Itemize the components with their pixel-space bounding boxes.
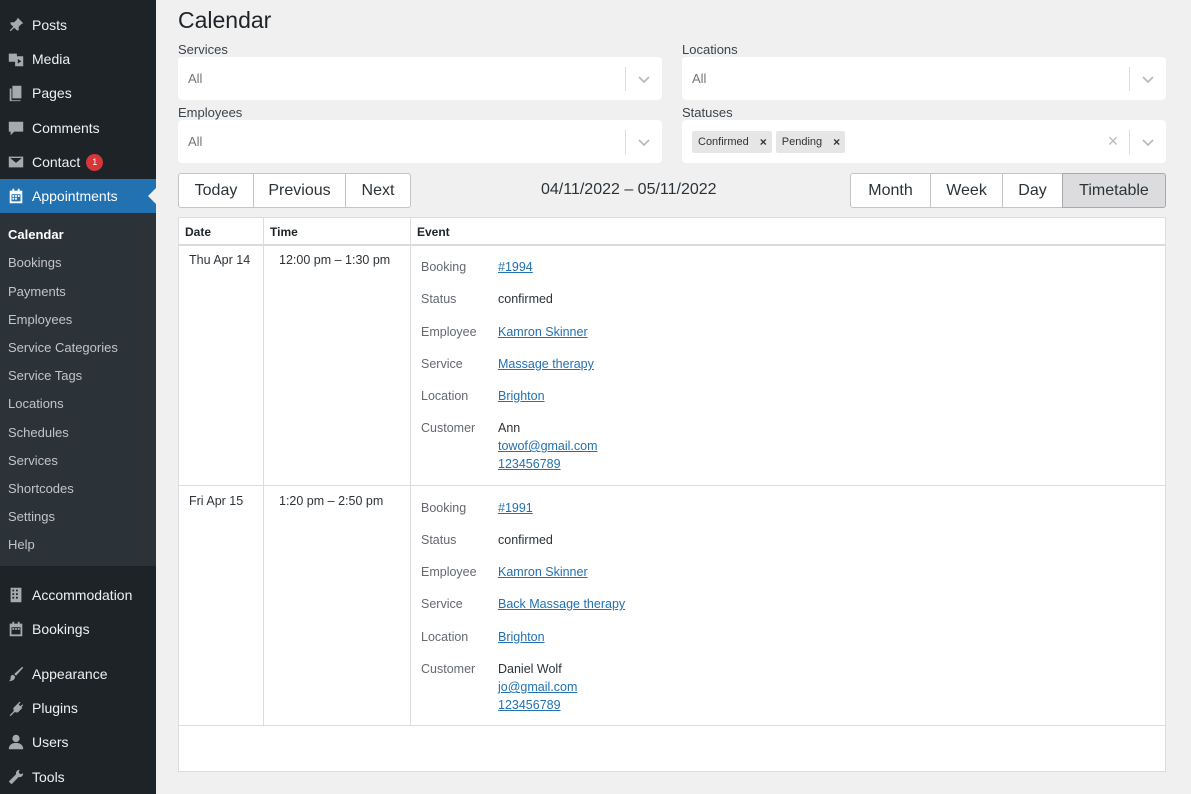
- today-button[interactable]: Today: [178, 173, 254, 208]
- submenu-payments[interactable]: Payments: [8, 284, 66, 299]
- submenu-schedules[interactable]: Schedules: [8, 425, 69, 440]
- statuses-filter-label: Statuses: [682, 105, 733, 120]
- comment-icon: [0, 119, 32, 137]
- customer-phone-link[interactable]: 123456789: [498, 698, 561, 712]
- view-buttons: Month Week Day Timetable: [850, 173, 1166, 208]
- admin-sidebar: Posts Media Pages Comments Contact 1 App…: [0, 0, 156, 794]
- status-value: confirmed: [498, 292, 553, 306]
- menu-plugins[interactable]: Plugins: [0, 691, 156, 725]
- employee-link[interactable]: Kamron Skinner: [498, 565, 588, 579]
- column-header-date: Date: [185, 225, 212, 239]
- menu-users[interactable]: Users: [0, 725, 156, 759]
- calendar-icon: [0, 620, 32, 638]
- statuses-select[interactable]: Confirmed × Pending × ×: [682, 120, 1166, 163]
- menu-contact[interactable]: Contact 1: [0, 145, 156, 179]
- submenu-locations[interactable]: Locations: [8, 396, 64, 411]
- menu-tools[interactable]: Tools: [0, 760, 156, 794]
- column-header-event: Event: [417, 225, 450, 239]
- menu-media[interactable]: Media: [0, 42, 156, 76]
- chevron-down-icon[interactable]: [1130, 72, 1166, 86]
- appointments-submenu: Calendar Bookings Payments Employees Ser…: [0, 213, 156, 566]
- location-link[interactable]: Brighton: [498, 630, 545, 644]
- locations-filter-label: Locations: [682, 42, 738, 57]
- remove-chip-icon[interactable]: ×: [759, 134, 767, 149]
- clear-icon[interactable]: ×: [1107, 131, 1119, 151]
- row-time: 1:20 pm – 2:50 pm: [279, 494, 384, 508]
- menu-appointments[interactable]: Appointments: [0, 179, 156, 213]
- column-header-time: Time: [270, 225, 298, 239]
- menu-comments[interactable]: Comments: [0, 111, 156, 145]
- submenu-services[interactable]: Services: [8, 453, 58, 468]
- wrench-icon: [0, 768, 32, 786]
- location-link[interactable]: Brighton: [498, 389, 545, 403]
- week-view-button[interactable]: Week: [930, 173, 1003, 208]
- employees-filter-label: Employees: [178, 105, 243, 120]
- navigation-buttons: Today Previous Next: [178, 173, 411, 208]
- booking-link[interactable]: #1991: [498, 501, 533, 515]
- submenu-shortcodes[interactable]: Shortcodes: [8, 481, 74, 496]
- month-view-button[interactable]: Month: [850, 173, 931, 208]
- locations-select[interactable]: All: [682, 57, 1166, 100]
- service-link[interactable]: Back Massage therapy: [498, 597, 626, 611]
- submenu-calendar[interactable]: Calendar: [8, 227, 64, 242]
- status-chip: Pending ×: [775, 130, 846, 153]
- media-icon: [0, 50, 32, 68]
- status-value: confirmed: [498, 533, 553, 547]
- submenu-employees[interactable]: Employees: [8, 312, 73, 327]
- remove-chip-icon[interactable]: ×: [833, 134, 841, 149]
- status-chip: Confirmed ×: [692, 130, 772, 153]
- menu-appearance[interactable]: Appearance: [0, 657, 156, 691]
- submenu-service-categories[interactable]: Service Categories: [8, 340, 118, 355]
- date-range: 04/11/2022 – 05/11/2022: [541, 181, 717, 198]
- brush-icon: [0, 665, 32, 683]
- submenu-settings[interactable]: Settings: [8, 509, 55, 524]
- services-filter-label: Services: [178, 42, 228, 57]
- menu-posts[interactable]: Posts: [0, 8, 156, 42]
- employees-select[interactable]: All: [178, 120, 662, 163]
- submenu-help[interactable]: Help: [8, 537, 35, 552]
- submenu-bookings[interactable]: Bookings: [8, 255, 62, 270]
- chevron-down-icon[interactable]: [1130, 135, 1166, 149]
- employee-link[interactable]: Kamron Skinner: [498, 325, 588, 339]
- timetable-view-button[interactable]: Timetable: [1062, 173, 1166, 208]
- submenu-service-tags[interactable]: Service Tags: [8, 368, 83, 383]
- row-time: 12:00 pm – 1:30 pm: [279, 253, 391, 267]
- next-button[interactable]: Next: [345, 173, 411, 208]
- customer-email-link[interactable]: jo@gmail.com: [498, 680, 578, 694]
- menu-pages[interactable]: Pages: [0, 76, 156, 110]
- customer-name: Ann: [498, 421, 521, 435]
- customer-name: Daniel Wolf: [498, 662, 562, 676]
- menu-bookings[interactable]: Bookings: [0, 612, 156, 646]
- page-title: Calendar: [178, 7, 272, 33]
- row-date: Thu Apr 14: [189, 253, 251, 267]
- chevron-down-icon[interactable]: [626, 135, 662, 149]
- chevron-down-icon[interactable]: [626, 72, 662, 86]
- notification-badge: 1: [86, 153, 104, 171]
- menu-accommodation[interactable]: Accommodation: [0, 578, 156, 612]
- pin-icon: [0, 16, 32, 34]
- row-date: Fri Apr 15: [189, 494, 244, 508]
- service-link[interactable]: Massage therapy: [498, 357, 594, 371]
- services-select[interactable]: All: [178, 57, 662, 100]
- customer-phone-link[interactable]: 123456789: [498, 457, 561, 471]
- customer-email-link[interactable]: towof@gmail.com: [498, 439, 598, 453]
- plug-icon: [0, 699, 32, 717]
- calendar-icon: [0, 187, 32, 205]
- pages-icon: [0, 84, 32, 102]
- booking-link[interactable]: #1994: [498, 260, 533, 274]
- timetable: Date Time Event Thu Apr 14 12:00 pm – 1:…: [178, 217, 1166, 772]
- mail-icon: [0, 153, 32, 171]
- previous-button[interactable]: Previous: [253, 173, 346, 208]
- day-view-button[interactable]: Day: [1002, 173, 1063, 208]
- building-icon: [0, 586, 32, 604]
- user-icon: [0, 733, 32, 751]
